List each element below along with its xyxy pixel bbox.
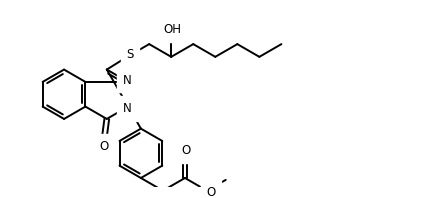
Text: N: N xyxy=(123,73,131,87)
Text: N: N xyxy=(123,102,131,115)
Text: O: O xyxy=(181,144,190,157)
Text: S: S xyxy=(126,48,134,61)
Text: O: O xyxy=(206,186,215,198)
Text: O: O xyxy=(99,140,109,153)
Text: OH: OH xyxy=(163,23,181,36)
